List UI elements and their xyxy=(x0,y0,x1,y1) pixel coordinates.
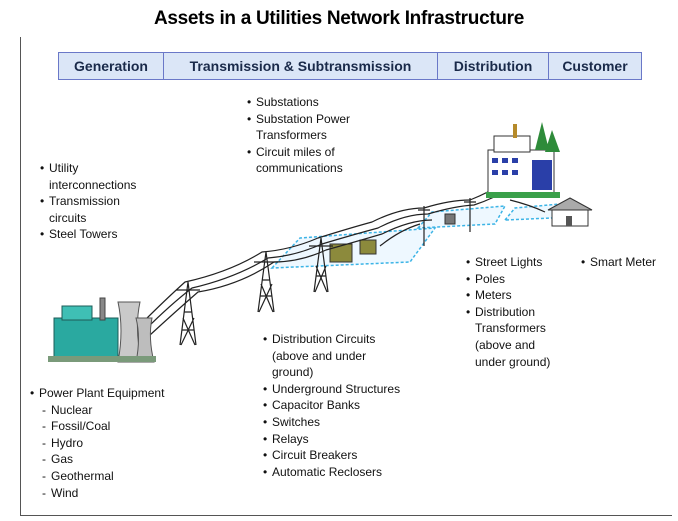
item-text: Utility xyxy=(49,161,79,175)
list-item: Poles xyxy=(466,271,550,288)
text-group: UtilityinterconnectionsTransmissioncircu… xyxy=(40,160,136,243)
item-text: Meters xyxy=(475,288,512,303)
list-item: Power Plant Equipment NuclearFossil/CoalH… xyxy=(30,385,164,501)
sub-item: Gas xyxy=(39,451,164,468)
item-text: Substations xyxy=(256,95,319,109)
item-text: Substation Power xyxy=(256,111,351,126)
header-segment: Transmission & Subtransmission xyxy=(164,53,438,79)
item-text: Transformers xyxy=(475,321,546,336)
sub-item: Wind xyxy=(39,485,164,502)
item-text: Switches xyxy=(272,414,321,429)
list-item: Underground Structures xyxy=(263,381,400,398)
item-text: communications xyxy=(256,161,343,176)
substation-area xyxy=(270,227,437,269)
item-text: ground) xyxy=(272,365,314,380)
list-item: Smart Meter xyxy=(581,254,656,271)
list-item: Substations xyxy=(247,94,350,111)
list-item: Distribution Circuits (above and under gro… xyxy=(263,331,400,381)
list-item: Distribution Transformers(above and under … xyxy=(466,304,550,370)
house xyxy=(547,197,593,227)
item-text: Distribution xyxy=(475,304,536,319)
list-item: Relays xyxy=(263,431,400,448)
item-text: interconnections xyxy=(49,177,137,192)
list-item: Utility interconnections xyxy=(40,160,136,193)
item-text: circuits xyxy=(49,210,87,225)
header-segment: Customer xyxy=(562,58,628,74)
list-item: Steel Towers xyxy=(40,226,136,243)
item-text: (above and under xyxy=(272,348,367,363)
item-text: Poles xyxy=(475,271,506,286)
towers xyxy=(176,198,476,346)
header-bar: Generation Transmission & Subtransmission… xyxy=(58,52,642,80)
item-text: Capacitor Banks xyxy=(272,398,361,413)
item-text: Underground Structures xyxy=(272,381,401,396)
substation-area xyxy=(416,205,507,229)
list-item: Substation Power Transformers xyxy=(247,111,350,144)
transformer xyxy=(329,243,353,263)
header-segment: Generation xyxy=(59,53,164,79)
item-text: Transmission xyxy=(49,194,120,209)
list-item: Street Lights xyxy=(466,254,550,271)
item-text: Distribution Circuits xyxy=(272,332,376,346)
power-plant xyxy=(48,297,156,363)
list-item: Automatic Reclosers xyxy=(263,464,400,481)
item-text: Power Plant Equipment xyxy=(39,386,165,400)
sub-item: Fossil/Coal xyxy=(39,418,164,435)
transformer xyxy=(444,213,456,225)
text-group: Substations Substation Power TransformersC… xyxy=(247,94,350,177)
item-text: Smart Meter xyxy=(590,255,657,269)
frame xyxy=(20,37,672,516)
list-item: Circuit miles of communications xyxy=(247,144,350,177)
list-item: Capacitor Banks xyxy=(263,397,400,414)
item-text: Steel Towers xyxy=(49,227,118,242)
building xyxy=(486,122,560,198)
title: Assets in a Utilities Network Infrastruc… xyxy=(153,8,525,29)
item-text: Circuit Breakers xyxy=(272,448,358,463)
list-item: Circuit Breakers xyxy=(263,447,400,464)
item-text: (above and xyxy=(475,337,536,352)
item-text: under ground) xyxy=(475,354,551,369)
item-text: Street Lights xyxy=(475,255,543,269)
sub-item: Nuclear xyxy=(39,402,164,419)
header-segment: Distribution xyxy=(438,53,549,79)
text-group: Street Lights Poles MetersDistribution Tran… xyxy=(466,254,550,370)
item-text: Automatic Reclosers xyxy=(272,464,383,479)
item-text: Circuit miles of xyxy=(256,144,335,159)
item-text: Transformers xyxy=(256,128,327,143)
list-item: Switches xyxy=(263,414,400,431)
text-group: Power Plant Equipment NuclearFossil/CoalH… xyxy=(30,385,164,501)
transformer xyxy=(359,239,377,255)
text-group: Smart Meter xyxy=(581,254,656,271)
list-item: Meters xyxy=(466,287,550,304)
sub-item: Geothermal xyxy=(39,468,164,485)
item-text: Relays xyxy=(272,431,309,446)
power-lines xyxy=(139,181,546,336)
sub-item: Hydro xyxy=(39,435,164,452)
text-group: Distribution Circuits (above and under gro… xyxy=(263,331,400,480)
